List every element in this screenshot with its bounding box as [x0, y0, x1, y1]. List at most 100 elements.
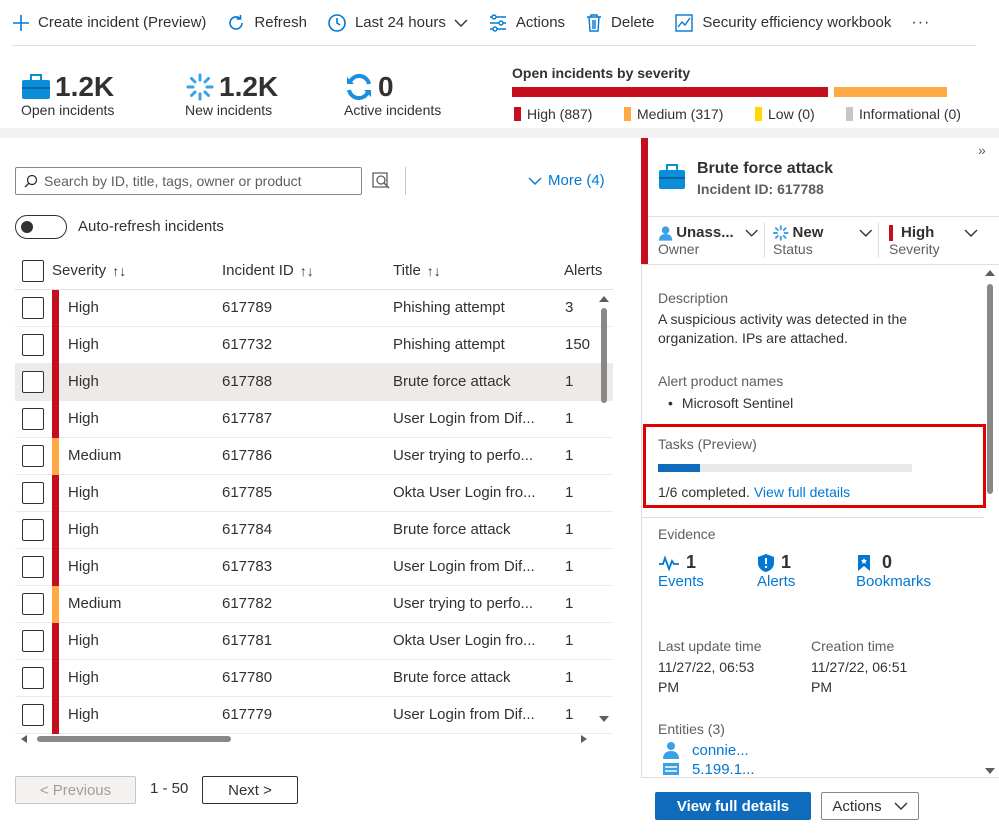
time-range-button[interactable]: Last 24 hours: [327, 13, 468, 33]
row-checkbox[interactable]: [22, 630, 44, 652]
incident-id-cell: 617785: [222, 484, 273, 501]
plus-icon: [13, 14, 29, 31]
table-row[interactable]: High 617785 Okta User Login fro... 1: [15, 475, 613, 512]
column-header-id[interactable]: Incident ID ↑↓: [222, 262, 314, 279]
row-checkbox[interactable]: [22, 482, 44, 504]
table-row[interactable]: High 617784 Brute force attack 1: [15, 512, 613, 549]
row-checkbox[interactable]: [22, 519, 44, 541]
events-link[interactable]: Events: [658, 573, 704, 590]
row-checkbox[interactable]: [22, 593, 44, 615]
actions-button[interactable]: Actions: [488, 13, 565, 33]
entity-ip[interactable]: 5.199.1...: [662, 761, 755, 777]
table-vertical-scrollbar[interactable]: [598, 294, 610, 724]
row-checkbox[interactable]: [22, 408, 44, 430]
chevron-down-icon: [454, 19, 468, 27]
workbook-button[interactable]: Security efficiency workbook: [674, 13, 891, 33]
severity-indicator: [52, 401, 59, 438]
incident-id-cell: 617789: [222, 299, 273, 316]
bookmarks-evidence[interactable]: 0 Bookmarks: [856, 552, 931, 590]
spinner-icon: [186, 73, 214, 101]
row-checkbox[interactable]: [22, 371, 44, 393]
panel-actions-button[interactable]: Actions: [821, 792, 919, 820]
view-full-details-button[interactable]: View full details: [655, 792, 811, 820]
panel-scroll-thumb[interactable]: [987, 284, 993, 494]
tasks-view-details-link[interactable]: View full details: [753, 484, 851, 500]
column-header-alerts[interactable]: Alerts: [564, 262, 602, 279]
bookmarks-link[interactable]: Bookmarks: [856, 573, 932, 590]
title-cell: Brute force attack: [393, 373, 511, 390]
table-row[interactable]: High 617787 User Login from Dif... 1: [15, 401, 613, 438]
active-incidents-count: 0: [378, 71, 394, 102]
status-dropdown[interactable]: New Status: [773, 224, 873, 257]
create-incident-button[interactable]: Create incident (Preview): [12, 14, 206, 32]
alert-products-label: Alert product names: [658, 373, 784, 389]
more-filters-button[interactable]: More (4): [528, 172, 605, 189]
tasks-highlight-box: [643, 424, 986, 508]
status-label: Status: [773, 241, 813, 257]
severity-dropdown[interactable]: High Severity: [889, 224, 989, 257]
alerts-cell: 1: [565, 669, 574, 686]
column-header-severity[interactable]: Severity ↑↓: [52, 262, 126, 279]
legend-informational: Informational (0): [846, 106, 961, 122]
sort-icon: ↑↓: [426, 262, 441, 279]
alerts-evidence[interactable]: 1 Alerts: [757, 552, 795, 590]
row-checkbox[interactable]: [22, 445, 44, 467]
refresh-button[interactable]: Refresh: [226, 13, 307, 33]
incident-id-cell: 617784: [222, 521, 273, 538]
table-row[interactable]: High 617781 Okta User Login fro... 1: [15, 623, 613, 660]
owner-dropdown[interactable]: Unass... Owner: [658, 224, 758, 257]
scroll-down-icon: [985, 768, 995, 774]
entity-account[interactable]: connie...: [662, 741, 749, 759]
title-cell: Brute force attack: [393, 669, 511, 686]
alerts-cell: 1: [565, 521, 574, 538]
select-all-checkbox[interactable]: [22, 260, 44, 282]
previous-page-label: < Previous: [39, 781, 112, 799]
alerts-link[interactable]: Alerts: [757, 573, 796, 590]
table-row[interactable]: Medium 617782 User trying to perfo... 1: [15, 586, 613, 623]
table-row[interactable]: High 617780 Brute force attack 1: [15, 660, 613, 697]
row-checkbox[interactable]: [22, 556, 44, 578]
row-checkbox[interactable]: [22, 704, 44, 726]
table-row[interactable]: High 617779 User Login from Dif... 1: [15, 697, 613, 734]
delete-button[interactable]: Delete: [585, 13, 654, 33]
next-page-button[interactable]: Next >: [202, 776, 298, 804]
severity-bar-high: [512, 87, 828, 97]
more-commands-button[interactable]: ···: [911, 14, 930, 32]
previous-page-button[interactable]: < Previous: [15, 776, 136, 804]
table-row[interactable]: High 617783 User Login from Dif... 1: [15, 549, 613, 586]
user-icon: [658, 225, 673, 241]
page-range: 1 - 50: [150, 780, 189, 797]
panel-scrollbar[interactable]: [984, 268, 996, 776]
legend-low: Low (0): [755, 106, 815, 122]
bookmarks-count: 0: [882, 552, 893, 572]
events-count: 1: [686, 552, 697, 572]
severity-indicator: [52, 364, 59, 401]
table-scroll-thumb[interactable]: [601, 308, 607, 403]
search-input[interactable]: Search by ID, title, tags, owner or prod…: [15, 167, 362, 195]
chevron-down-icon: [528, 177, 542, 185]
sort-icon: ↑↓: [112, 262, 127, 279]
row-checkbox[interactable]: [22, 297, 44, 319]
scroll-down-icon: [599, 716, 609, 722]
open-incidents-count: 1.2K: [55, 71, 115, 102]
row-checkbox[interactable]: [22, 334, 44, 356]
column-picker-button[interactable]: [371, 170, 393, 192]
horizontal-scroll-thumb[interactable]: [37, 736, 231, 742]
table-row[interactable]: High 617788 Brute force attack 1: [15, 364, 613, 401]
auto-refresh-toggle[interactable]: [15, 215, 67, 239]
table-row[interactable]: High 617789 Phishing attempt 3: [15, 290, 613, 327]
alerts-header-label: Alerts: [564, 262, 603, 279]
column-header-title[interactable]: Title ↑↓: [393, 262, 441, 279]
open-incidents-label: Open incidents: [21, 102, 115, 118]
tasks-progress-bar: [658, 464, 912, 472]
table-row[interactable]: High 617732 Phishing attempt 150: [15, 327, 613, 364]
events-evidence[interactable]: 1 Events: [658, 552, 704, 590]
row-checkbox[interactable]: [22, 667, 44, 689]
table-horizontal-scrollbar[interactable]: [19, 733, 589, 745]
column-search-icon: [372, 172, 390, 189]
owner-label: Owner: [658, 241, 700, 257]
severity-chart-title: Open incidents by severity: [512, 65, 691, 81]
table-row[interactable]: Medium 617786 User trying to perfo... 1: [15, 438, 613, 475]
severity-cell: High: [68, 484, 99, 501]
collapse-panel-icon[interactable]: »: [978, 142, 986, 158]
